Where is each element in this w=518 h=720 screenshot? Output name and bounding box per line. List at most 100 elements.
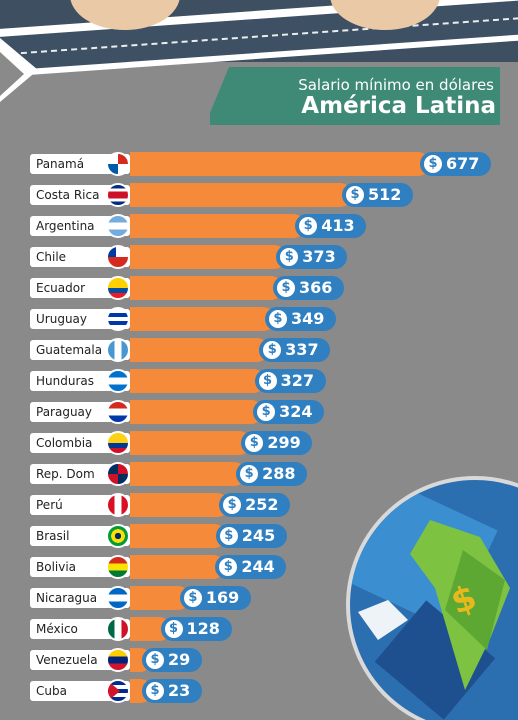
country-label: Hunduras (36, 374, 94, 388)
country-label-box: México (30, 619, 130, 639)
dollar-icon: $ (219, 558, 238, 576)
value-text: 252 (245, 495, 279, 514)
dollar-icon: $ (263, 341, 282, 359)
value-text: 288 (262, 464, 296, 483)
bar (130, 276, 283, 300)
value-label: $288 (236, 462, 308, 486)
bar (130, 245, 287, 269)
flag-icon (106, 307, 130, 331)
value-label: $324 (253, 400, 325, 424)
flag-icon (106, 586, 130, 610)
flag-icon (106, 276, 130, 300)
value-text: 244 (241, 557, 275, 576)
country-label-box: Paraguay (30, 402, 130, 422)
country-label-box: Costa Rica (30, 185, 130, 205)
bar (130, 369, 265, 393)
bar (130, 152, 430, 176)
dollar-icon: $ (146, 651, 164, 669)
value-label: $349 (264, 307, 336, 331)
value-text: 29 (168, 650, 191, 669)
value-text: 23 (168, 681, 191, 700)
value-text: 169 (205, 588, 240, 607)
value-text: 245 (241, 526, 276, 545)
country-label: Venezuela (36, 653, 98, 667)
triangle-decoration (0, 52, 24, 96)
country-label: Chile (36, 250, 67, 264)
value-label: $169 (179, 586, 251, 610)
country-label-box: Hunduras (30, 371, 130, 391)
country-label-box: Bolivia (30, 557, 130, 577)
value-label: $337 (259, 338, 331, 362)
bar (130, 214, 306, 238)
value-text: 366 (298, 278, 333, 297)
flag-icon (106, 369, 130, 393)
dollar-icon: $ (346, 186, 364, 204)
value-text: 677 (446, 154, 480, 173)
dollar-icon: $ (280, 248, 299, 266)
bar (130, 524, 226, 548)
dollar-icon: $ (164, 620, 183, 638)
country-label-box: Cuba (30, 681, 130, 701)
title-banner-notch (205, 67, 229, 125)
country-label: Rep. Dom (36, 467, 95, 481)
value-text: 337 (285, 340, 319, 359)
country-label-box: Brasil (30, 526, 130, 546)
value-label: $244 (215, 555, 287, 579)
value-text: 128 (186, 619, 220, 638)
country-label: Colombia (36, 436, 93, 450)
flag-icon (106, 338, 130, 362)
dollar-icon: $ (258, 372, 277, 390)
value-text: 512 (368, 185, 402, 204)
bar (130, 338, 270, 362)
country-label-box: Venezuela (30, 650, 130, 670)
country-label: Argentina (36, 219, 95, 233)
flag-icon (106, 648, 130, 672)
value-label: $327 (254, 369, 326, 393)
value-label: $373 (276, 245, 348, 269)
dollar-icon: $ (268, 310, 287, 328)
flag-icon (106, 462, 130, 486)
country-label-box: Chile (30, 247, 130, 267)
country-label: Panamá (36, 157, 85, 171)
value-label: $245 (215, 524, 287, 548)
country-label-box: Colombia (30, 433, 130, 453)
flag-icon (106, 214, 130, 238)
bar (130, 462, 247, 486)
country-label: Paraguay (36, 405, 93, 419)
globe-illustration: $ (346, 476, 518, 720)
country-label: Cuba (36, 684, 67, 698)
dollar-icon: $ (183, 589, 202, 607)
flag-icon (106, 245, 130, 269)
flag-icon (106, 679, 130, 703)
bar (130, 431, 252, 455)
dollar-icon: $ (240, 465, 259, 483)
dollar-icon: $ (299, 217, 318, 235)
country-label-box: Argentina (30, 216, 130, 236)
country-label-box: Perú (30, 495, 130, 515)
dollar-icon: $ (146, 682, 164, 700)
country-label-box: Nicaragua (30, 588, 130, 608)
flag-icon (106, 400, 130, 424)
country-label: Brasil (36, 529, 70, 543)
bar (130, 307, 275, 331)
country-label: Nicaragua (36, 591, 98, 605)
country-label: Uruguay (36, 312, 87, 326)
value-text: 324 (279, 402, 313, 421)
value-label: $366 (272, 276, 344, 300)
value-text: 299 (267, 433, 301, 452)
value-text: 327 (280, 371, 314, 390)
country-label: Perú (36, 498, 63, 512)
value-text: 349 (290, 309, 325, 328)
value-text: 413 (321, 216, 355, 235)
flag-icon (106, 431, 130, 455)
value-label: $413 (295, 214, 367, 238)
country-label: México (36, 622, 78, 636)
value-label: $128 (160, 617, 232, 641)
country-label-box: Rep. Dom (30, 464, 130, 484)
flag-icon (106, 617, 130, 641)
country-label: Bolivia (36, 560, 77, 574)
title-banner (210, 67, 500, 125)
flag-icon (106, 152, 130, 176)
bar (130, 183, 352, 207)
